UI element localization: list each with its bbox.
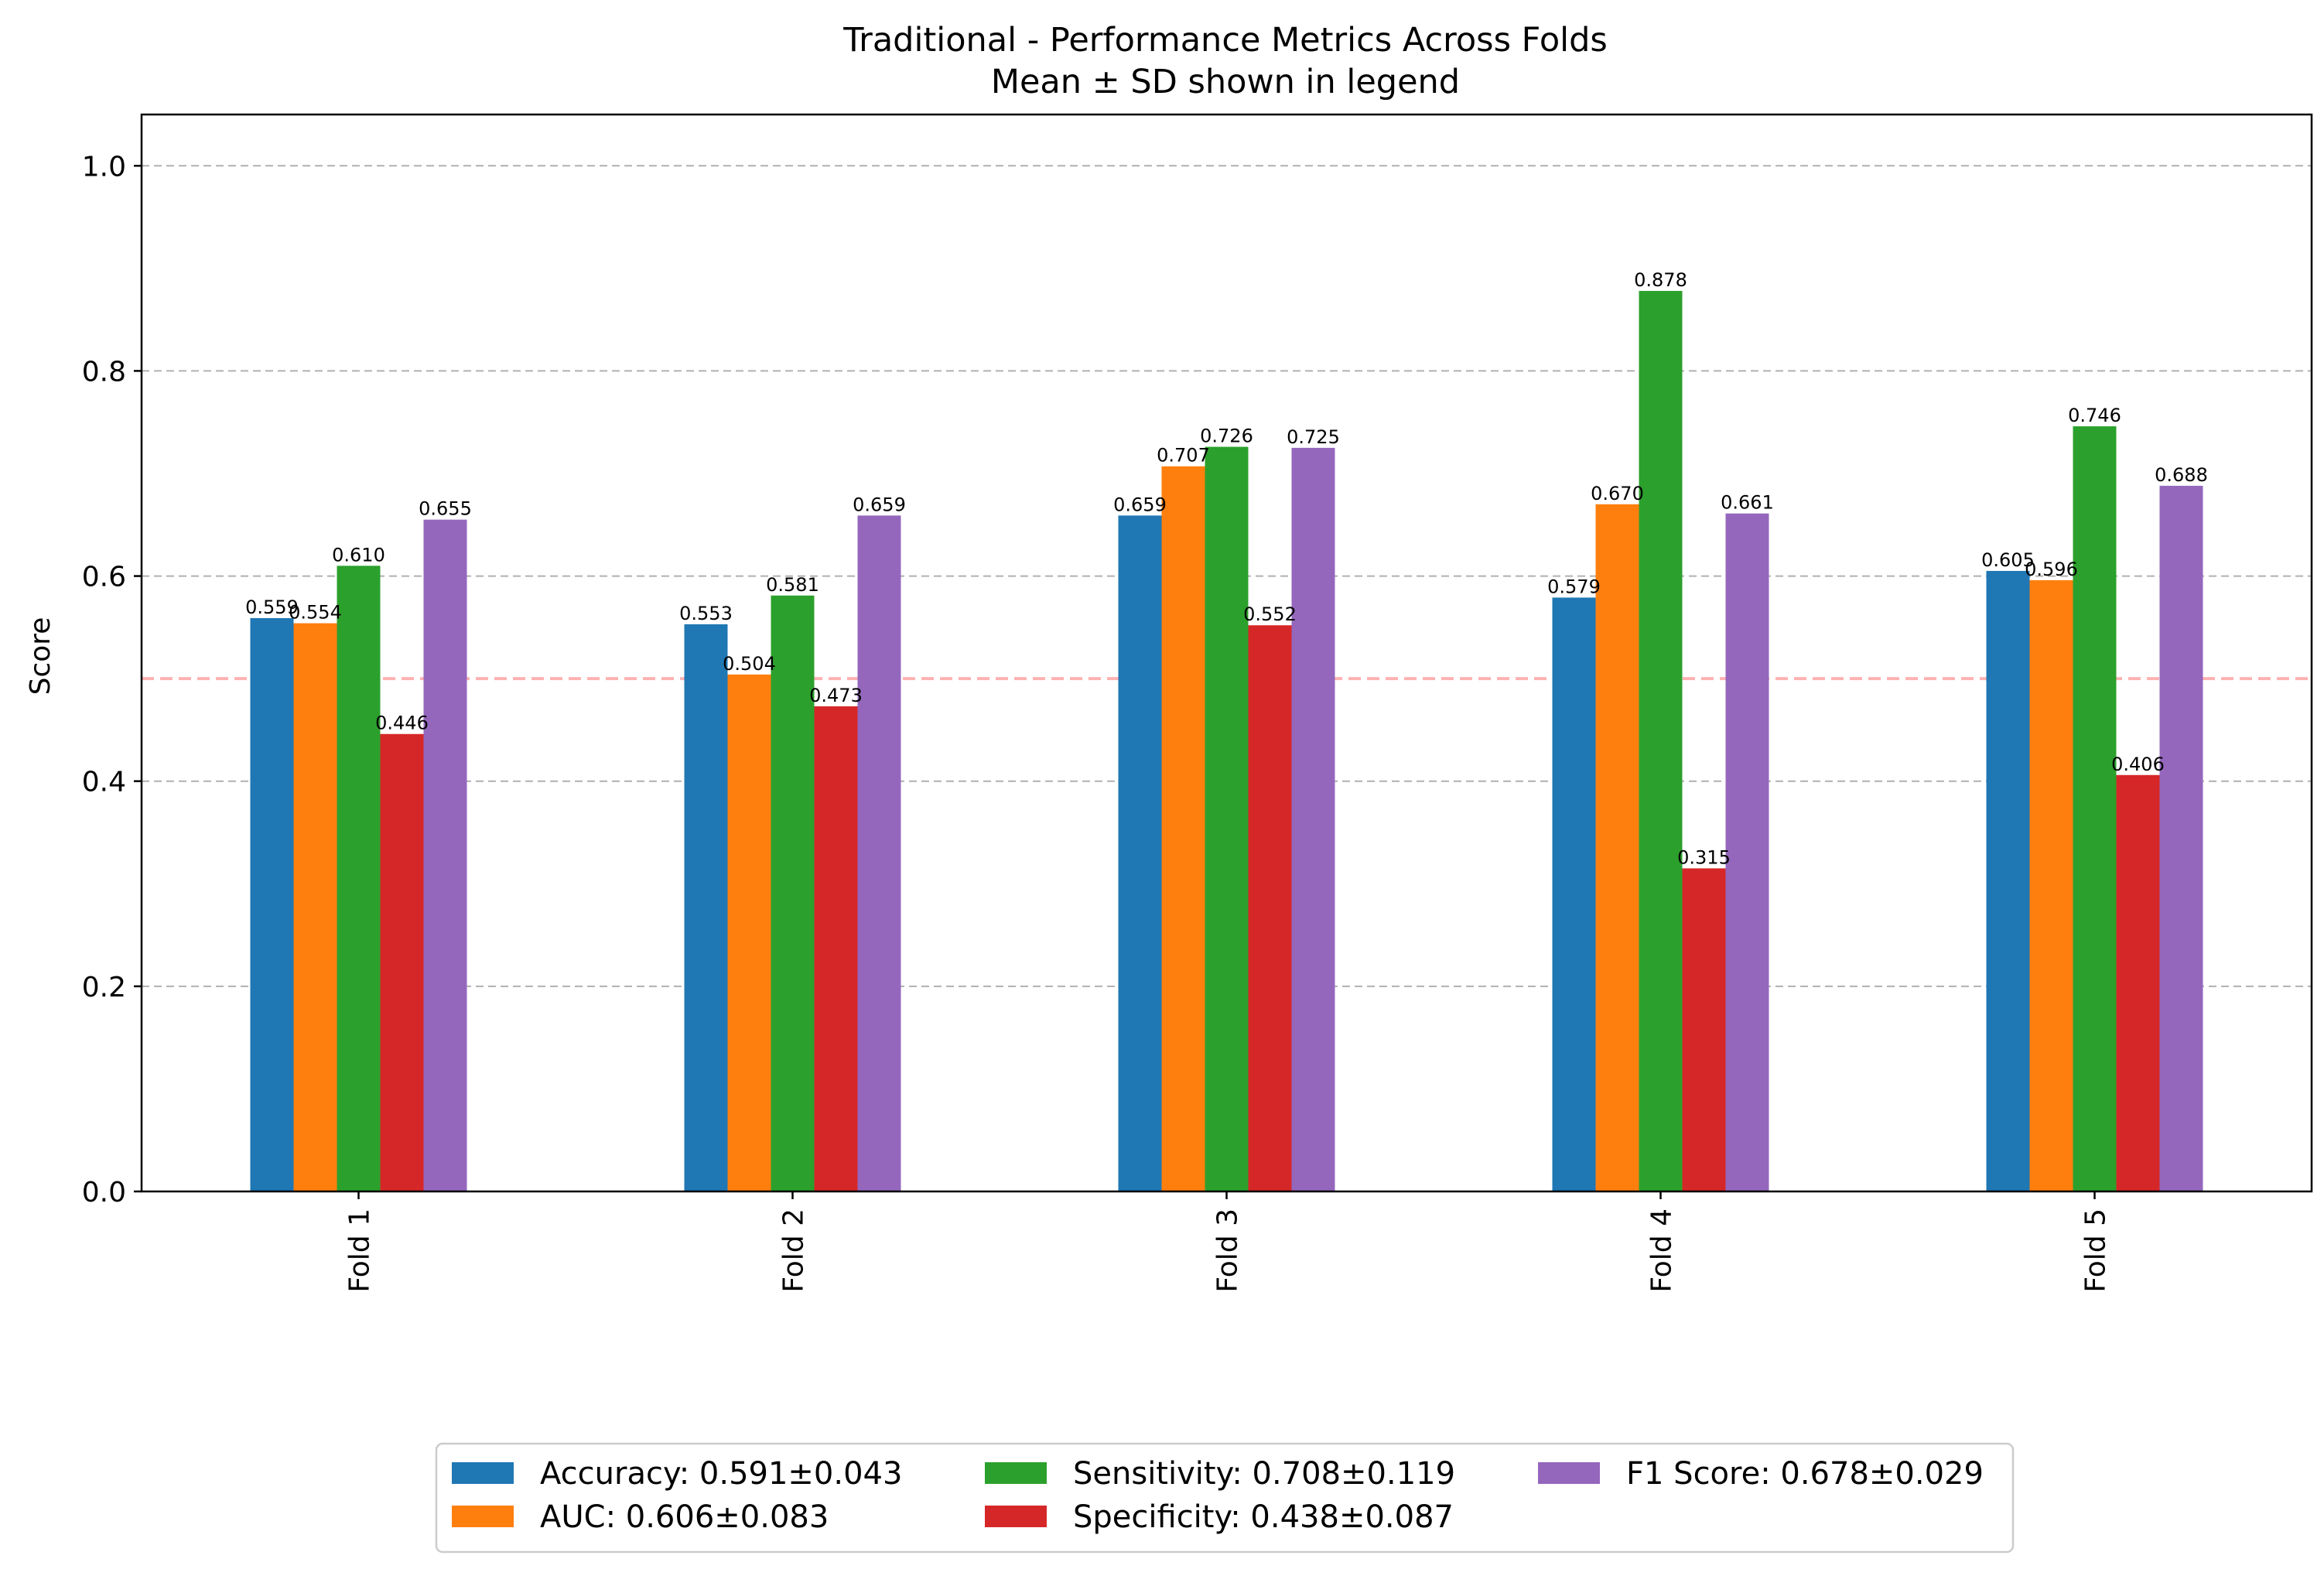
x-tick-label: Fold 4	[1646, 1208, 1678, 1293]
bar-f1-score	[857, 515, 901, 1191]
bar-f1-score	[2159, 485, 2203, 1191]
x-tick-label: Fold 1	[344, 1208, 376, 1293]
y-tick-label: 0.0	[82, 1177, 126, 1208]
bar-value-label: 0.688	[2155, 464, 2208, 486]
bar-auc	[727, 674, 771, 1191]
bar-value-label: 0.315	[1677, 846, 1731, 868]
bar-auc	[2029, 579, 2073, 1191]
legend: Accuracy: 0.591±0.043 AUC: 0.606±0.083 Sen…	[435, 1442, 2015, 1554]
bar-value-label: 0.659	[853, 494, 906, 515]
bar-value-label: 0.552	[1243, 603, 1297, 625]
bar-specificity	[380, 733, 424, 1191]
bars	[250, 291, 2203, 1192]
bar-sensitivity	[2073, 426, 2117, 1191]
chart-title: Traditional - Performance Metrics Across…	[842, 21, 1608, 60]
chart-subtitle: Mean ± SD shown in legend	[991, 63, 1460, 101]
bar-value-label: 0.878	[1634, 269, 1687, 291]
bar-auc	[1595, 504, 1639, 1191]
bar-value-label: 0.446	[375, 713, 429, 734]
bar-specificity	[1682, 868, 1726, 1191]
bar-value-label: 0.581	[766, 574, 819, 596]
bar-f1-score	[1291, 447, 1335, 1191]
x-tick-label: Fold 5	[2080, 1208, 2112, 1293]
bar-value-label: 0.746	[2068, 405, 2121, 426]
bar-value-label: 0.504	[723, 653, 776, 675]
bar-specificity	[814, 706, 858, 1191]
legend-label: Accuracy: 0.591±0.043	[540, 1456, 902, 1492]
bar-accuracy	[1986, 570, 2030, 1191]
legend-swatch	[1538, 1462, 1600, 1484]
bar-accuracy	[1118, 515, 1162, 1191]
bar-sensitivity	[1205, 446, 1249, 1191]
x-axis-ticks: Fold 1 Fold 2 Fold 3 Fold 4 Fold 5	[344, 1191, 2112, 1293]
legend-swatch	[452, 1462, 514, 1484]
bar-f1-score	[423, 519, 467, 1191]
bar-value-label: 0.726	[1200, 426, 1253, 447]
legend-label: Specificity: 0.438±0.087	[1073, 1499, 1454, 1535]
legend-label: Sensitivity: 0.708±0.119	[1073, 1456, 1455, 1492]
bar-value-label: 0.610	[332, 544, 385, 566]
y-tick-label: 1.0	[82, 151, 126, 183]
bar-value-label: 0.596	[2025, 559, 2078, 580]
bar-value-label: 0.670	[1591, 483, 1644, 504]
legend-swatch	[985, 1462, 1047, 1484]
bar-value-label: 0.725	[1287, 426, 1340, 448]
bar-value-label: 0.554	[289, 602, 342, 624]
bar-auc	[293, 623, 337, 1191]
bar-value-label: 0.559	[245, 596, 299, 618]
bar-accuracy	[250, 617, 294, 1191]
legend-frame	[435, 1442, 2015, 1554]
bar-value-label: 0.659	[1113, 494, 1167, 515]
bar-value-label: 0.553	[679, 603, 733, 624]
bar-value-label: 0.579	[1547, 576, 1601, 597]
y-tick-label: 0.8	[82, 356, 126, 388]
legend-label: AUC: 0.606±0.083	[540, 1499, 829, 1535]
bar-sensitivity	[337, 566, 381, 1191]
bar-value-label: 0.655	[419, 498, 472, 520]
x-tick-label: Fold 3	[1212, 1208, 1244, 1293]
bar-auc	[1161, 466, 1205, 1191]
y-tick-label: 0.2	[82, 972, 126, 1003]
bar-accuracy	[684, 624, 728, 1191]
y-tick-label: 0.4	[82, 767, 126, 798]
legend-swatch	[985, 1506, 1047, 1527]
bar-f1-score	[1725, 513, 1769, 1191]
legend-swatch	[452, 1506, 514, 1527]
bar-sensitivity	[771, 595, 815, 1191]
bar-specificity	[1248, 625, 1292, 1191]
bar-value-label: 0.473	[809, 685, 863, 706]
bar-accuracy	[1552, 597, 1596, 1191]
bar-specificity	[2116, 774, 2160, 1191]
bar-value-label: 0.406	[2111, 754, 2165, 775]
bar-sensitivity	[1639, 291, 1683, 1192]
legend-label: F1 Score: 0.678±0.029	[1626, 1456, 1984, 1492]
x-tick-label: Fold 2	[778, 1208, 810, 1293]
y-axis-ticks: 0.0 0.2 0.4 0.6 0.8 1.0	[82, 151, 142, 1208]
bar-value-label: 0.707	[1157, 445, 1210, 467]
bar-value-label: 0.605	[1981, 549, 2035, 571]
bar-value-label: 0.661	[1721, 492, 1774, 514]
y-axis-label: Score	[25, 617, 56, 696]
y-tick-label: 0.6	[82, 562, 126, 593]
